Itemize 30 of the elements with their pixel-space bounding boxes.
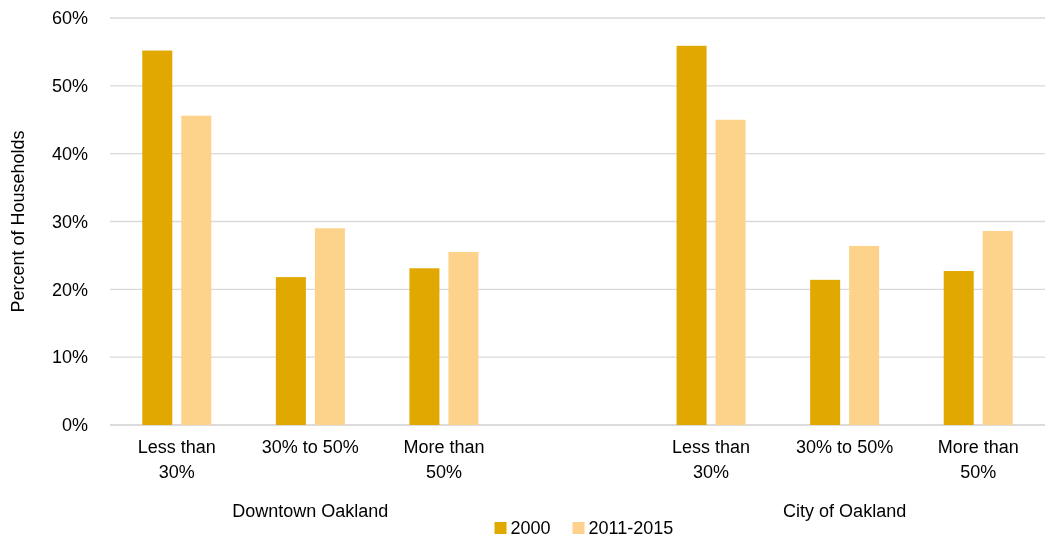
bar bbox=[409, 268, 440, 425]
text: Downtown Oakland bbox=[232, 501, 389, 521]
y-tick-label: 50% bbox=[51, 76, 88, 97]
bar bbox=[181, 115, 212, 425]
bar bbox=[982, 231, 1013, 425]
bar bbox=[448, 252, 479, 425]
y-tick-label: 20% bbox=[51, 279, 88, 300]
x-tick-label: Less than 30% bbox=[672, 437, 751, 482]
x-tick-label: More than 50% bbox=[403, 437, 485, 482]
x-tick-label: 30% to 50% bbox=[796, 437, 894, 457]
x-tick-label: 30% to 50% bbox=[261, 437, 359, 457]
legend-label: 2011-2015 bbox=[588, 518, 674, 539]
x-tick-label: More than 50% bbox=[937, 437, 1019, 482]
text: City of Oakland bbox=[783, 501, 907, 521]
bar bbox=[849, 245, 880, 425]
y-tick-label: 0% bbox=[61, 415, 88, 436]
bar bbox=[314, 228, 345, 425]
y-tick-label: 30% bbox=[51, 211, 88, 232]
x-tick-label: Less than 30% bbox=[137, 437, 216, 482]
y-tick-label: 10% bbox=[51, 347, 88, 368]
y-tick-label: 40% bbox=[51, 143, 88, 164]
bar bbox=[943, 271, 974, 425]
y-tick-label: 60% bbox=[51, 8, 88, 29]
bar bbox=[275, 277, 306, 425]
bar bbox=[676, 45, 707, 425]
bar bbox=[810, 279, 841, 425]
y-axis-title: Percent of Households bbox=[8, 130, 28, 313]
bar bbox=[142, 50, 173, 425]
bar bbox=[715, 119, 746, 425]
legend-label: 2000 bbox=[510, 518, 551, 539]
